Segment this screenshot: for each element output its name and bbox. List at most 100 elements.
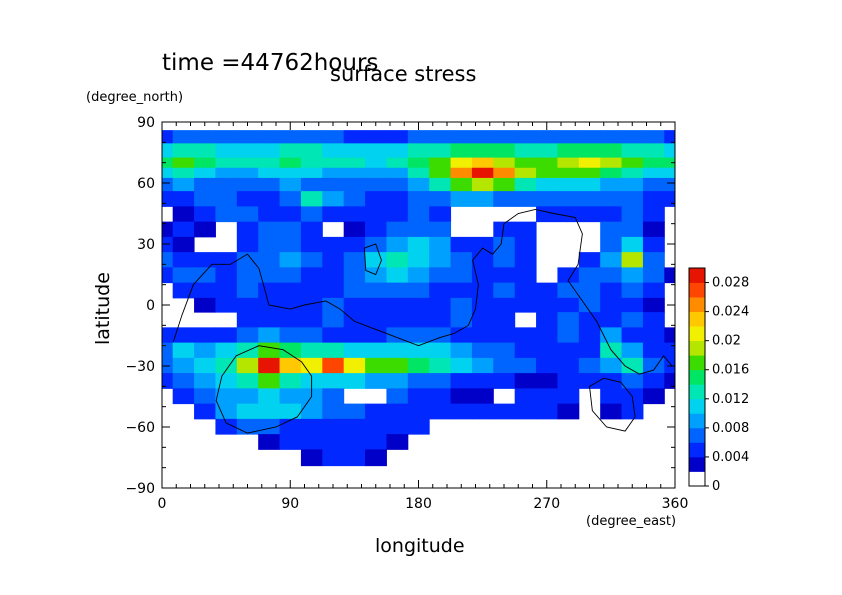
heatmap-cell [365, 143, 387, 159]
heatmap-cell [471, 157, 494, 169]
heatmap-cell [365, 357, 387, 374]
heatmap-cell [236, 221, 259, 238]
heatmap-cell [279, 282, 302, 299]
heatmap-cell [365, 373, 387, 389]
heatmap-cell [578, 143, 601, 159]
heatmap-cell [236, 267, 259, 284]
heatmap-cell [194, 267, 216, 284]
heatmap-cell [258, 388, 281, 405]
colorbar-tick-label: 0.012 [712, 392, 749, 407]
heatmap-cell [300, 297, 323, 313]
heatmap-cell [279, 130, 302, 144]
heatmap-cell [194, 177, 216, 192]
heatmap-cell [493, 357, 516, 374]
heatmap-cell [536, 167, 558, 179]
heatmap-cell [642, 157, 665, 169]
heatmap-cell [258, 206, 281, 223]
coastline-small-crater [363, 243, 382, 276]
heatmap-cell [471, 327, 494, 344]
heatmap-cell [429, 312, 452, 328]
heatmap-cell [162, 267, 174, 284]
heatmap-cell [365, 267, 387, 284]
heatmap-cell [258, 252, 281, 268]
colorbar-swatch [689, 442, 705, 458]
heatmap-cell [536, 177, 558, 192]
heatmap-cell [343, 312, 366, 328]
heatmap-cell [279, 191, 302, 207]
heatmap-cell [514, 157, 537, 169]
y-tick-label: −30 [125, 359, 155, 375]
x-tick-label: 360 [662, 496, 689, 512]
heatmap-cell [279, 357, 302, 374]
heatmap-cell [194, 357, 216, 374]
heatmap-cells [162, 130, 676, 467]
heatmap-cell [386, 342, 409, 359]
heatmap-cell [557, 206, 580, 223]
chart-title: surface stress [330, 62, 477, 86]
heatmap-cell [172, 221, 195, 238]
heatmap-cell [343, 418, 366, 435]
colorbar-tick-label: 0.008 [712, 421, 749, 436]
heatmap-cell [493, 267, 516, 284]
heatmap-cell [194, 297, 216, 313]
heatmap-cell [300, 143, 323, 159]
heatmap-cell [450, 130, 473, 144]
heatmap-cell [365, 403, 387, 420]
heatmap-cell [471, 167, 494, 179]
heatmap-cell [386, 418, 409, 435]
y-tick-label: 0 [146, 298, 155, 314]
heatmap-cell [642, 282, 665, 299]
heatmap-cell [557, 342, 580, 359]
heatmap-cell [536, 373, 558, 389]
x-tick-label: 180 [405, 496, 432, 512]
heatmap-cell [279, 297, 302, 313]
heatmap-cell [557, 297, 580, 313]
heatmap-cell [536, 130, 558, 144]
heatmap-cell [493, 143, 516, 159]
heatmap-cell [557, 357, 580, 374]
heatmap-cell [322, 373, 345, 389]
heatmap-cell [578, 130, 601, 144]
heatmap-cell [600, 143, 623, 159]
heatmap-cell [322, 206, 345, 223]
heatmap-cell [493, 297, 516, 313]
heatmap-cell [557, 282, 580, 299]
heatmap-cell [300, 267, 323, 284]
heatmap-cell [386, 221, 409, 238]
heatmap-cell [536, 143, 558, 159]
colorbar-tick-label: 0.024 [712, 305, 749, 320]
heatmap-cell [578, 206, 601, 223]
heatmap-cell [578, 167, 601, 179]
y-tick-label: −60 [125, 420, 155, 436]
heatmap-cell [471, 236, 494, 253]
colorbar-swatch [689, 340, 705, 356]
time-label: time =44762hours [162, 50, 379, 76]
heatmap-cell [322, 434, 345, 450]
heatmap-cell [429, 157, 452, 169]
heatmap-cell [450, 177, 473, 192]
heatmap-cell [407, 403, 430, 420]
heatmap-cell [365, 157, 387, 169]
heatmap-cell [429, 236, 452, 253]
heatmap-cell [279, 157, 302, 169]
heatmap-cell [493, 252, 516, 268]
heatmap-cell [407, 167, 430, 179]
heatmap-cell [493, 177, 516, 192]
heatmap-cell [471, 342, 494, 359]
heatmap-cell [343, 434, 366, 450]
heatmap-cell [194, 157, 216, 169]
heatmap-cell [578, 342, 601, 359]
heatmap-cell [343, 191, 366, 207]
heatmap-cell [300, 449, 323, 467]
heatmap-cell [429, 177, 452, 192]
heatmap-cell [322, 252, 345, 268]
heatmap-cell [407, 312, 430, 328]
heatmap-cell [664, 327, 676, 344]
heatmap-cell [600, 282, 623, 299]
heatmap-cell [557, 177, 580, 192]
heatmap-cell [215, 267, 238, 284]
heatmap-cell [493, 191, 516, 207]
heatmap-cell [322, 449, 345, 467]
heatmap-cell [642, 221, 665, 238]
heatmap-cell [600, 297, 623, 313]
